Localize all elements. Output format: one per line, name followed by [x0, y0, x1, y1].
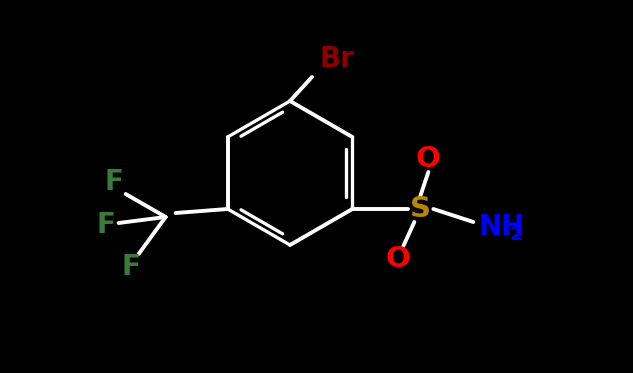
Text: F: F — [96, 211, 115, 239]
Text: F: F — [121, 253, 140, 281]
Text: 2: 2 — [510, 225, 523, 244]
Text: Br: Br — [320, 45, 355, 73]
Text: S: S — [410, 195, 431, 223]
Text: O: O — [386, 245, 411, 273]
Text: F: F — [104, 168, 123, 196]
Text: O: O — [416, 145, 441, 173]
Text: NH: NH — [479, 213, 525, 241]
